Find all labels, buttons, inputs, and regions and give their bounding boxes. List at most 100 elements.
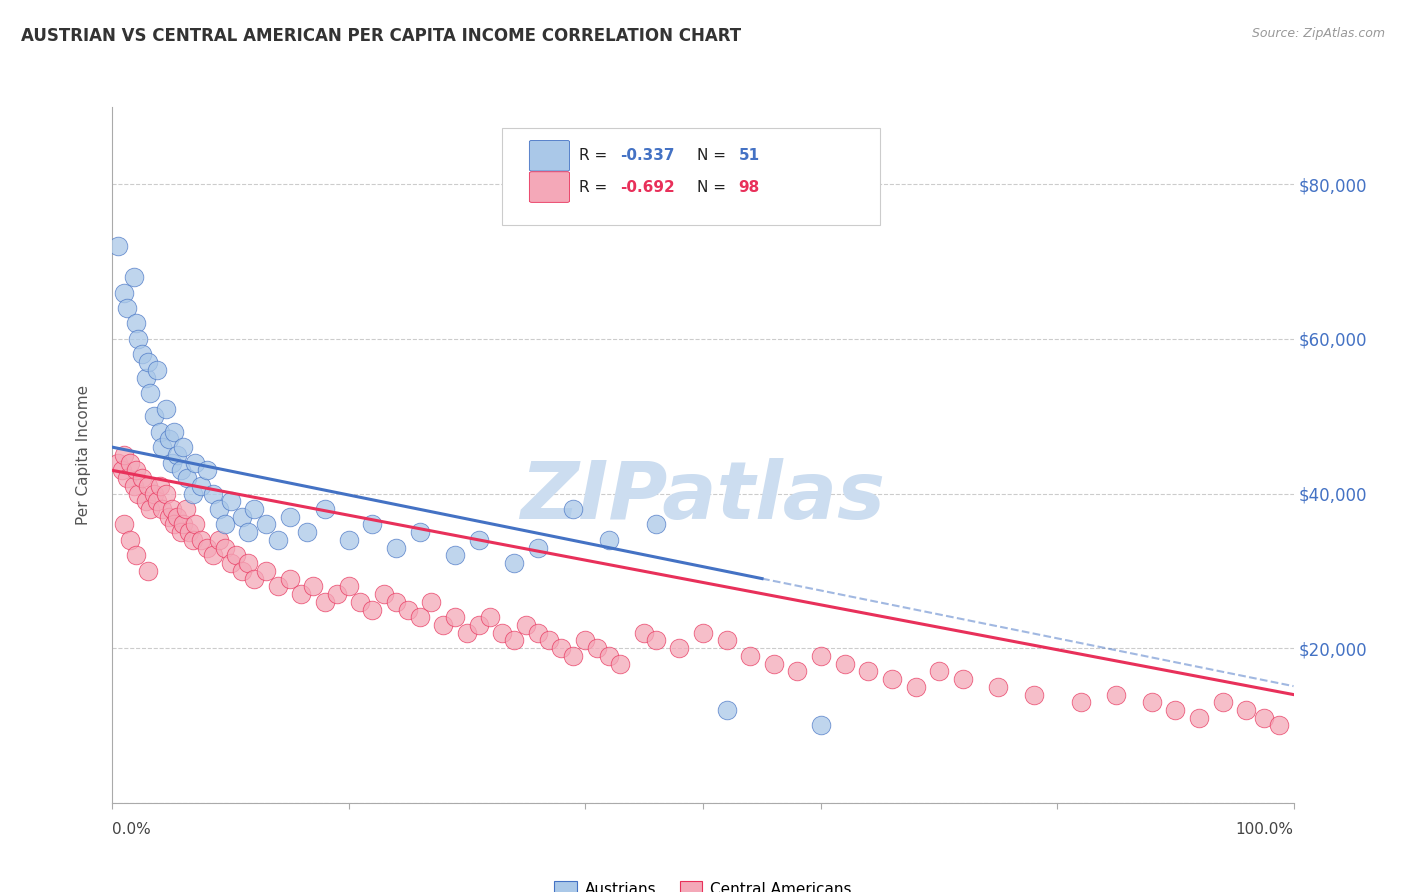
Point (131, 347, 153, 361)
Point (326, 587, 349, 601)
Point (585, 641, 607, 656)
Point (644, 517, 666, 532)
Point (1164, 703, 1187, 717)
Text: AUSTRIAN VS CENTRAL AMERICAN PER CAPITA INCOME CORRELATION CHART: AUSTRIAN VS CENTRAL AMERICAN PER CAPITA … (21, 27, 741, 45)
Point (243, 572, 266, 586)
Point (146, 494, 169, 508)
Point (112, 448, 135, 462)
Point (254, 564, 277, 578)
Point (598, 648, 620, 663)
Text: N =: N = (697, 148, 731, 163)
Point (515, 618, 537, 632)
Point (201, 549, 224, 563)
Point (120, 533, 142, 547)
Point (163, 425, 186, 439)
Point (598, 533, 620, 547)
Point (163, 517, 186, 532)
Point (408, 525, 430, 540)
Point (195, 463, 218, 477)
Point (503, 633, 526, 648)
Text: R =: R = (579, 179, 612, 194)
Point (184, 456, 207, 470)
Point (135, 370, 157, 384)
Text: ZIPatlas: ZIPatlas (520, 458, 886, 536)
Point (1234, 703, 1257, 717)
Point (111, 463, 134, 477)
Point (574, 633, 596, 648)
Point (385, 595, 408, 609)
Point (987, 680, 1010, 694)
Text: 100.0%: 100.0% (1236, 822, 1294, 837)
Point (122, 270, 145, 285)
Point (136, 564, 159, 578)
Point (139, 502, 162, 516)
Text: -0.692: -0.692 (620, 179, 675, 194)
Point (136, 355, 159, 369)
Text: N =: N = (697, 179, 731, 194)
Point (201, 486, 224, 500)
Point (238, 556, 260, 570)
Point (1253, 711, 1275, 725)
Point (467, 533, 489, 547)
Point (314, 502, 336, 516)
FancyBboxPatch shape (530, 140, 569, 171)
Point (385, 541, 408, 555)
Point (170, 525, 193, 540)
Point (420, 595, 443, 609)
Point (1212, 695, 1234, 709)
Point (562, 648, 585, 663)
Point (1268, 718, 1291, 732)
Point (155, 401, 177, 416)
Point (150, 502, 173, 516)
Point (361, 517, 384, 532)
Point (142, 486, 165, 500)
Point (181, 486, 204, 500)
Point (762, 657, 785, 671)
Point (127, 332, 149, 346)
Point (190, 533, 212, 547)
Point (142, 409, 165, 424)
FancyBboxPatch shape (502, 128, 880, 226)
Point (214, 541, 236, 555)
Point (432, 618, 454, 632)
Point (219, 556, 242, 570)
Point (786, 665, 808, 679)
Text: 51: 51 (738, 148, 759, 163)
Point (278, 509, 301, 524)
Point (716, 633, 738, 648)
Point (928, 665, 950, 679)
Point (467, 618, 489, 632)
Point (633, 625, 655, 640)
Point (179, 525, 201, 540)
Legend: Austrians, Central Americans: Austrians, Central Americans (548, 875, 858, 892)
Point (146, 363, 169, 377)
Point (157, 433, 180, 447)
Point (107, 456, 129, 470)
Point (278, 572, 301, 586)
Text: Source: ZipAtlas.com: Source: ZipAtlas.com (1251, 27, 1385, 40)
Point (208, 533, 231, 547)
Point (491, 625, 513, 640)
Y-axis label: Per Capita Income: Per Capita Income (76, 384, 91, 525)
Point (125, 549, 148, 563)
Point (904, 680, 927, 694)
Point (149, 479, 172, 493)
Point (115, 471, 138, 485)
Point (858, 665, 880, 679)
Point (740, 648, 762, 663)
Point (231, 509, 253, 524)
Point (254, 517, 277, 532)
Point (184, 517, 207, 532)
Point (243, 502, 266, 516)
Point (166, 509, 188, 524)
Point (214, 517, 236, 532)
Point (1070, 695, 1092, 709)
Text: R =: R = (579, 148, 612, 163)
Point (112, 285, 135, 300)
Point (373, 587, 395, 601)
Point (166, 448, 188, 462)
Point (361, 602, 384, 616)
Point (219, 494, 242, 508)
Point (115, 301, 138, 315)
Point (122, 479, 145, 493)
